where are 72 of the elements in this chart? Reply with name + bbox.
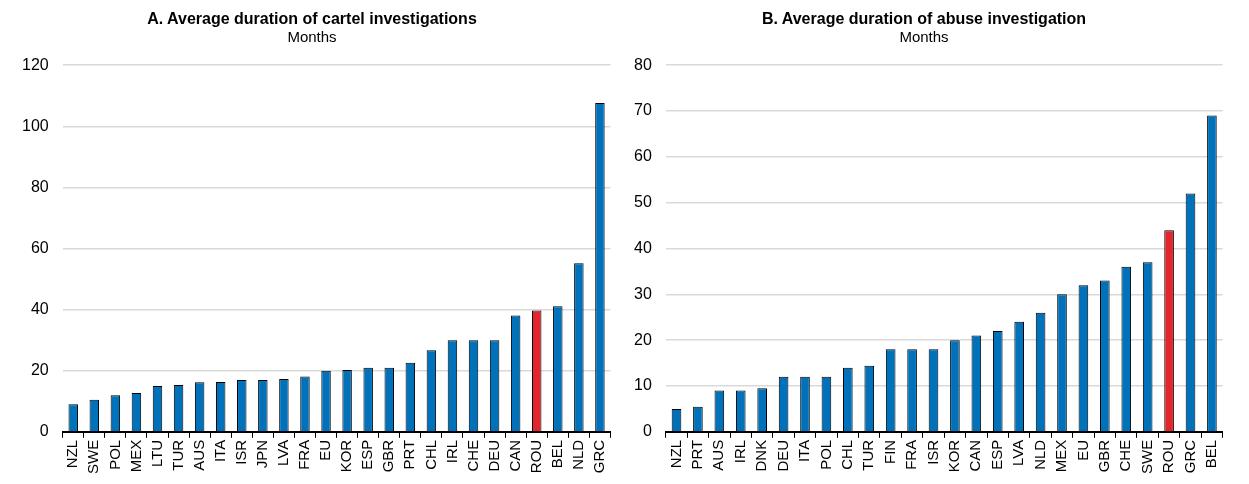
y-tick-label: 120 bbox=[21, 55, 49, 73]
x-tick-label: AUS bbox=[709, 439, 727, 471]
x-tick-label: IRL bbox=[442, 439, 460, 464]
x-tick-label: NZL bbox=[63, 439, 81, 469]
x-tick-label: LTU bbox=[147, 439, 165, 468]
x-tick-label: CHL bbox=[837, 439, 855, 470]
x-tick-label: ITA bbox=[210, 439, 228, 463]
chart-title: A. Average duration of cartel investigations bbox=[147, 10, 477, 28]
x-tick-label: FRA bbox=[902, 439, 920, 470]
x-tick-label: GRC bbox=[590, 439, 608, 474]
y-tick-label: 80 bbox=[30, 177, 49, 195]
x-tick-label: PRT bbox=[400, 439, 418, 470]
chart-subtitle: Months bbox=[899, 28, 949, 46]
x-tick-label: ROU bbox=[1159, 439, 1177, 474]
x-tick-label: ESP bbox=[358, 439, 376, 470]
chart-title: B. Average duration of abuse investigation bbox=[761, 10, 1087, 28]
x-tick-label: BEL bbox=[1202, 439, 1220, 469]
x-tick-label: POL bbox=[105, 439, 123, 470]
x-tick-label: CAN bbox=[505, 439, 523, 472]
y-tick-label: 40 bbox=[30, 300, 49, 318]
x-tick-label: MEX bbox=[126, 439, 144, 473]
x-tick-label: NLD bbox=[1030, 439, 1048, 470]
x-tick-label: DEU bbox=[773, 439, 791, 472]
y-tick-label: 80 bbox=[634, 55, 652, 73]
x-tick-label: JPN bbox=[252, 439, 270, 469]
x-tick-label: ESP bbox=[987, 439, 1005, 470]
x-tick-label: NZL bbox=[666, 439, 684, 469]
x-tick-label: MEX bbox=[1052, 439, 1070, 473]
x-tick-label: ITA bbox=[795, 439, 813, 463]
x-tick-label: TUR bbox=[859, 439, 877, 471]
x-tick-label: SWE bbox=[84, 439, 102, 474]
x-tick-label: CHL bbox=[421, 439, 439, 470]
x-tick-label: ROU bbox=[526, 439, 544, 474]
x-tick-label: CAN bbox=[966, 439, 984, 472]
x-tick-label: EU bbox=[1073, 439, 1091, 461]
y-tick-label: 50 bbox=[634, 193, 652, 211]
x-tick-label: LVA bbox=[274, 439, 292, 466]
x-tick-label: FIN bbox=[880, 439, 898, 464]
x-tick-label: KOR bbox=[945, 439, 963, 473]
y-tick-label: 20 bbox=[634, 330, 652, 348]
y-tick-label: 0 bbox=[39, 422, 49, 440]
x-tick-label: ISR bbox=[231, 439, 249, 465]
y-tick-label: 30 bbox=[634, 284, 652, 302]
x-tick-label: ISR bbox=[923, 439, 941, 465]
x-tick-label: IRL bbox=[730, 439, 748, 464]
y-tick-label: 0 bbox=[642, 422, 652, 440]
x-tick-label: SWE bbox=[1137, 439, 1155, 474]
x-tick-label: DEU bbox=[484, 439, 502, 472]
y-tick-label: 40 bbox=[634, 238, 652, 256]
y-tick-label: 60 bbox=[634, 147, 652, 165]
y-tick-label: 100 bbox=[21, 116, 49, 134]
x-tick-label: CHE bbox=[463, 439, 481, 472]
x-tick-label: NLD bbox=[569, 439, 586, 470]
x-tick-label: LVA bbox=[1009, 439, 1027, 466]
y-tick-label: 20 bbox=[30, 361, 49, 379]
y-tick-label: 60 bbox=[30, 238, 49, 256]
x-tick-label: TUR bbox=[168, 439, 186, 471]
x-tick-label: DNK bbox=[752, 439, 770, 472]
x-tick-label: EU bbox=[316, 439, 334, 461]
x-tick-label: KOR bbox=[337, 439, 355, 473]
x-tick-label: CHE bbox=[1116, 439, 1134, 472]
x-tick-label: AUS bbox=[189, 439, 207, 471]
x-tick-label: GBR bbox=[1094, 439, 1112, 473]
y-tick-label: 10 bbox=[634, 376, 652, 394]
x-tick-label: FRA bbox=[295, 439, 313, 470]
x-tick-label: POL bbox=[816, 439, 834, 470]
x-tick-label: BEL bbox=[547, 439, 565, 469]
chart-subtitle: Months bbox=[287, 28, 337, 46]
x-tick-label: GBR bbox=[379, 439, 397, 473]
x-tick-label: GRC bbox=[1180, 439, 1198, 474]
x-tick-label: PRT bbox=[688, 439, 706, 470]
y-tick-label: 70 bbox=[634, 101, 652, 119]
